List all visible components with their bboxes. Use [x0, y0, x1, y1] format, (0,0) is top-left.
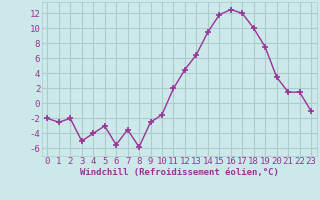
X-axis label: Windchill (Refroidissement éolien,°C): Windchill (Refroidissement éolien,°C) [80, 168, 279, 177]
